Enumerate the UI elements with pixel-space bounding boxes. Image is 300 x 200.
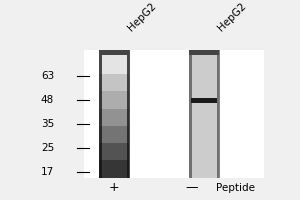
Bar <box>191 98 217 103</box>
Text: 48: 48 <box>41 95 54 105</box>
Bar <box>189 50 219 178</box>
Text: HepG2: HepG2 <box>216 1 248 33</box>
Bar <box>99 74 129 91</box>
Bar <box>99 50 102 178</box>
Bar <box>84 50 264 178</box>
Bar <box>99 91 129 109</box>
Bar <box>99 126 129 143</box>
Bar <box>99 50 129 55</box>
Bar <box>99 143 129 160</box>
Bar <box>189 50 192 178</box>
Text: HepG2: HepG2 <box>126 1 158 33</box>
Text: +: + <box>109 181 119 194</box>
Text: Peptide: Peptide <box>216 183 255 193</box>
Text: 25: 25 <box>41 143 54 153</box>
Text: 35: 35 <box>41 119 54 129</box>
Text: —: — <box>186 181 198 194</box>
Bar <box>99 50 129 74</box>
Bar <box>99 109 129 126</box>
Bar <box>99 160 129 178</box>
Bar <box>217 50 220 178</box>
Text: 17: 17 <box>41 167 54 177</box>
Text: 63: 63 <box>41 71 54 81</box>
Bar <box>189 50 219 55</box>
Bar <box>127 50 130 178</box>
